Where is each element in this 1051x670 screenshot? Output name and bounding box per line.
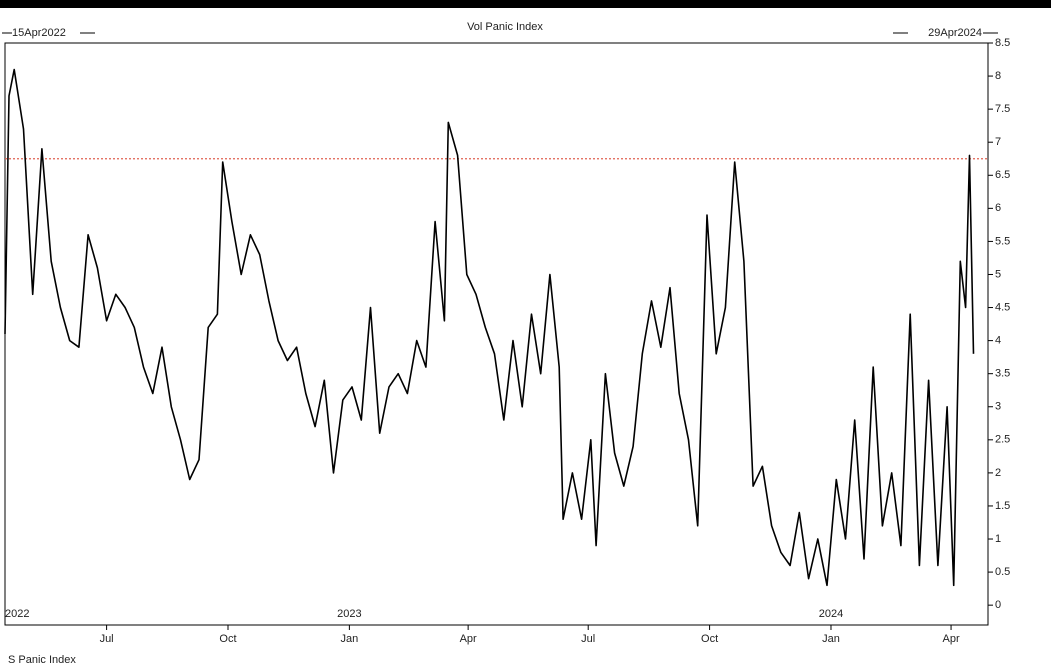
y-tick-label: 5 bbox=[995, 268, 1001, 280]
x-range-label: 15Apr2022 bbox=[12, 27, 66, 39]
y-tick-label: 2 bbox=[995, 467, 1001, 479]
y-tick-label: 3 bbox=[995, 401, 1001, 413]
x-tick-label: Oct bbox=[701, 633, 718, 645]
year-label: 2024 bbox=[819, 608, 843, 620]
y-tick-label: 8 bbox=[995, 70, 1001, 82]
top-bar bbox=[0, 0, 1051, 8]
y-tick-label: 4 bbox=[995, 335, 1001, 347]
x-range-label: 29Apr2024 bbox=[928, 27, 982, 39]
series-line bbox=[4, 68, 975, 587]
y-tick-label: 6.5 bbox=[995, 169, 1010, 181]
x-tick-label: Jan bbox=[341, 633, 359, 645]
y-tick-label: 0.5 bbox=[995, 566, 1010, 578]
x-tick-label: Jul bbox=[581, 633, 595, 645]
year-label: 2023 bbox=[337, 608, 361, 620]
y-tick-label: 4.5 bbox=[995, 301, 1010, 313]
x-tick-label: Apr bbox=[942, 633, 959, 645]
y-tick-label: 7.5 bbox=[995, 103, 1010, 115]
y-tick-label: 8.5 bbox=[995, 37, 1010, 49]
y-tick-label: 5.5 bbox=[995, 235, 1010, 247]
chart-title: Vol Panic Index bbox=[467, 21, 543, 33]
y-tick-label: 0 bbox=[995, 599, 1001, 611]
x-tick-label: Apr bbox=[460, 633, 477, 645]
y-tick-label: 1 bbox=[995, 533, 1001, 545]
y-tick-label: 3.5 bbox=[995, 368, 1010, 380]
y-tick-label: 1.5 bbox=[995, 500, 1010, 512]
plot-frame bbox=[4, 42, 989, 626]
x-tick-label: Oct bbox=[219, 633, 236, 645]
y-tick-label: 2.5 bbox=[995, 434, 1010, 446]
year-label: 2022 bbox=[5, 608, 29, 620]
y-tick-label: 6 bbox=[995, 202, 1001, 214]
y-tick-label: 7 bbox=[995, 136, 1001, 148]
legend-label: S Panic Index bbox=[8, 654, 76, 666]
x-tick-label: Jul bbox=[100, 633, 114, 645]
x-tick-label: Jan bbox=[822, 633, 840, 645]
